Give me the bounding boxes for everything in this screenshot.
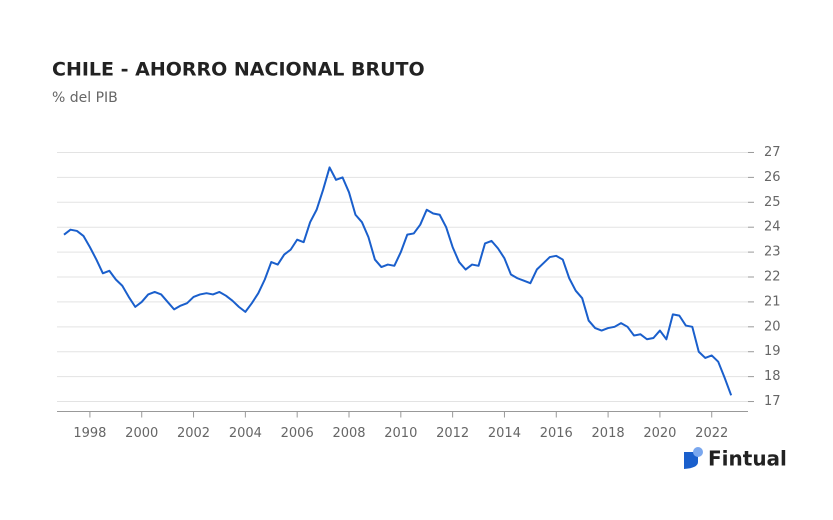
chart-subtitle: % del PIB bbox=[52, 90, 118, 106]
x-tick-label: 2010 bbox=[384, 426, 417, 441]
x-tick-label: 2002 bbox=[177, 426, 210, 441]
x-tick-label: 2004 bbox=[229, 426, 262, 441]
logo-icon bbox=[684, 452, 698, 469]
y-tick-label: 27 bbox=[764, 145, 781, 160]
y-tick-label: 24 bbox=[764, 220, 781, 235]
x-tick-label: 1998 bbox=[73, 426, 106, 441]
x-tick-label: 2008 bbox=[332, 426, 365, 441]
logo-dot bbox=[693, 447, 703, 457]
y-tick-label: 21 bbox=[764, 294, 781, 309]
x-tick-label: 2020 bbox=[643, 426, 676, 441]
x-tick-label: 2000 bbox=[125, 426, 158, 441]
chart-title: CHILE - AHORRO NACIONAL BRUTO bbox=[52, 59, 425, 81]
y-tick-label: 25 bbox=[764, 195, 781, 210]
x-tick-label: 2016 bbox=[540, 426, 573, 441]
x-tick-label: 2012 bbox=[436, 426, 469, 441]
y-tick-label: 23 bbox=[764, 245, 781, 260]
x-tick-label: 2006 bbox=[281, 426, 314, 441]
y-tick-label: 18 bbox=[764, 369, 781, 384]
brand-logo: Fintual bbox=[684, 447, 787, 471]
y-tick-label: 17 bbox=[764, 394, 781, 409]
y-tick-label: 26 bbox=[764, 170, 781, 185]
y-tick-label: 19 bbox=[764, 344, 781, 359]
x-tick-label: 2014 bbox=[488, 426, 521, 441]
data-line bbox=[63, 166, 733, 396]
y-tick-label: 22 bbox=[764, 270, 781, 285]
x-tick-label: 2022 bbox=[695, 426, 728, 441]
brand-name: Fintual bbox=[708, 447, 787, 471]
y-tick-label: 20 bbox=[764, 319, 781, 334]
x-tick-label: 2018 bbox=[592, 426, 625, 441]
